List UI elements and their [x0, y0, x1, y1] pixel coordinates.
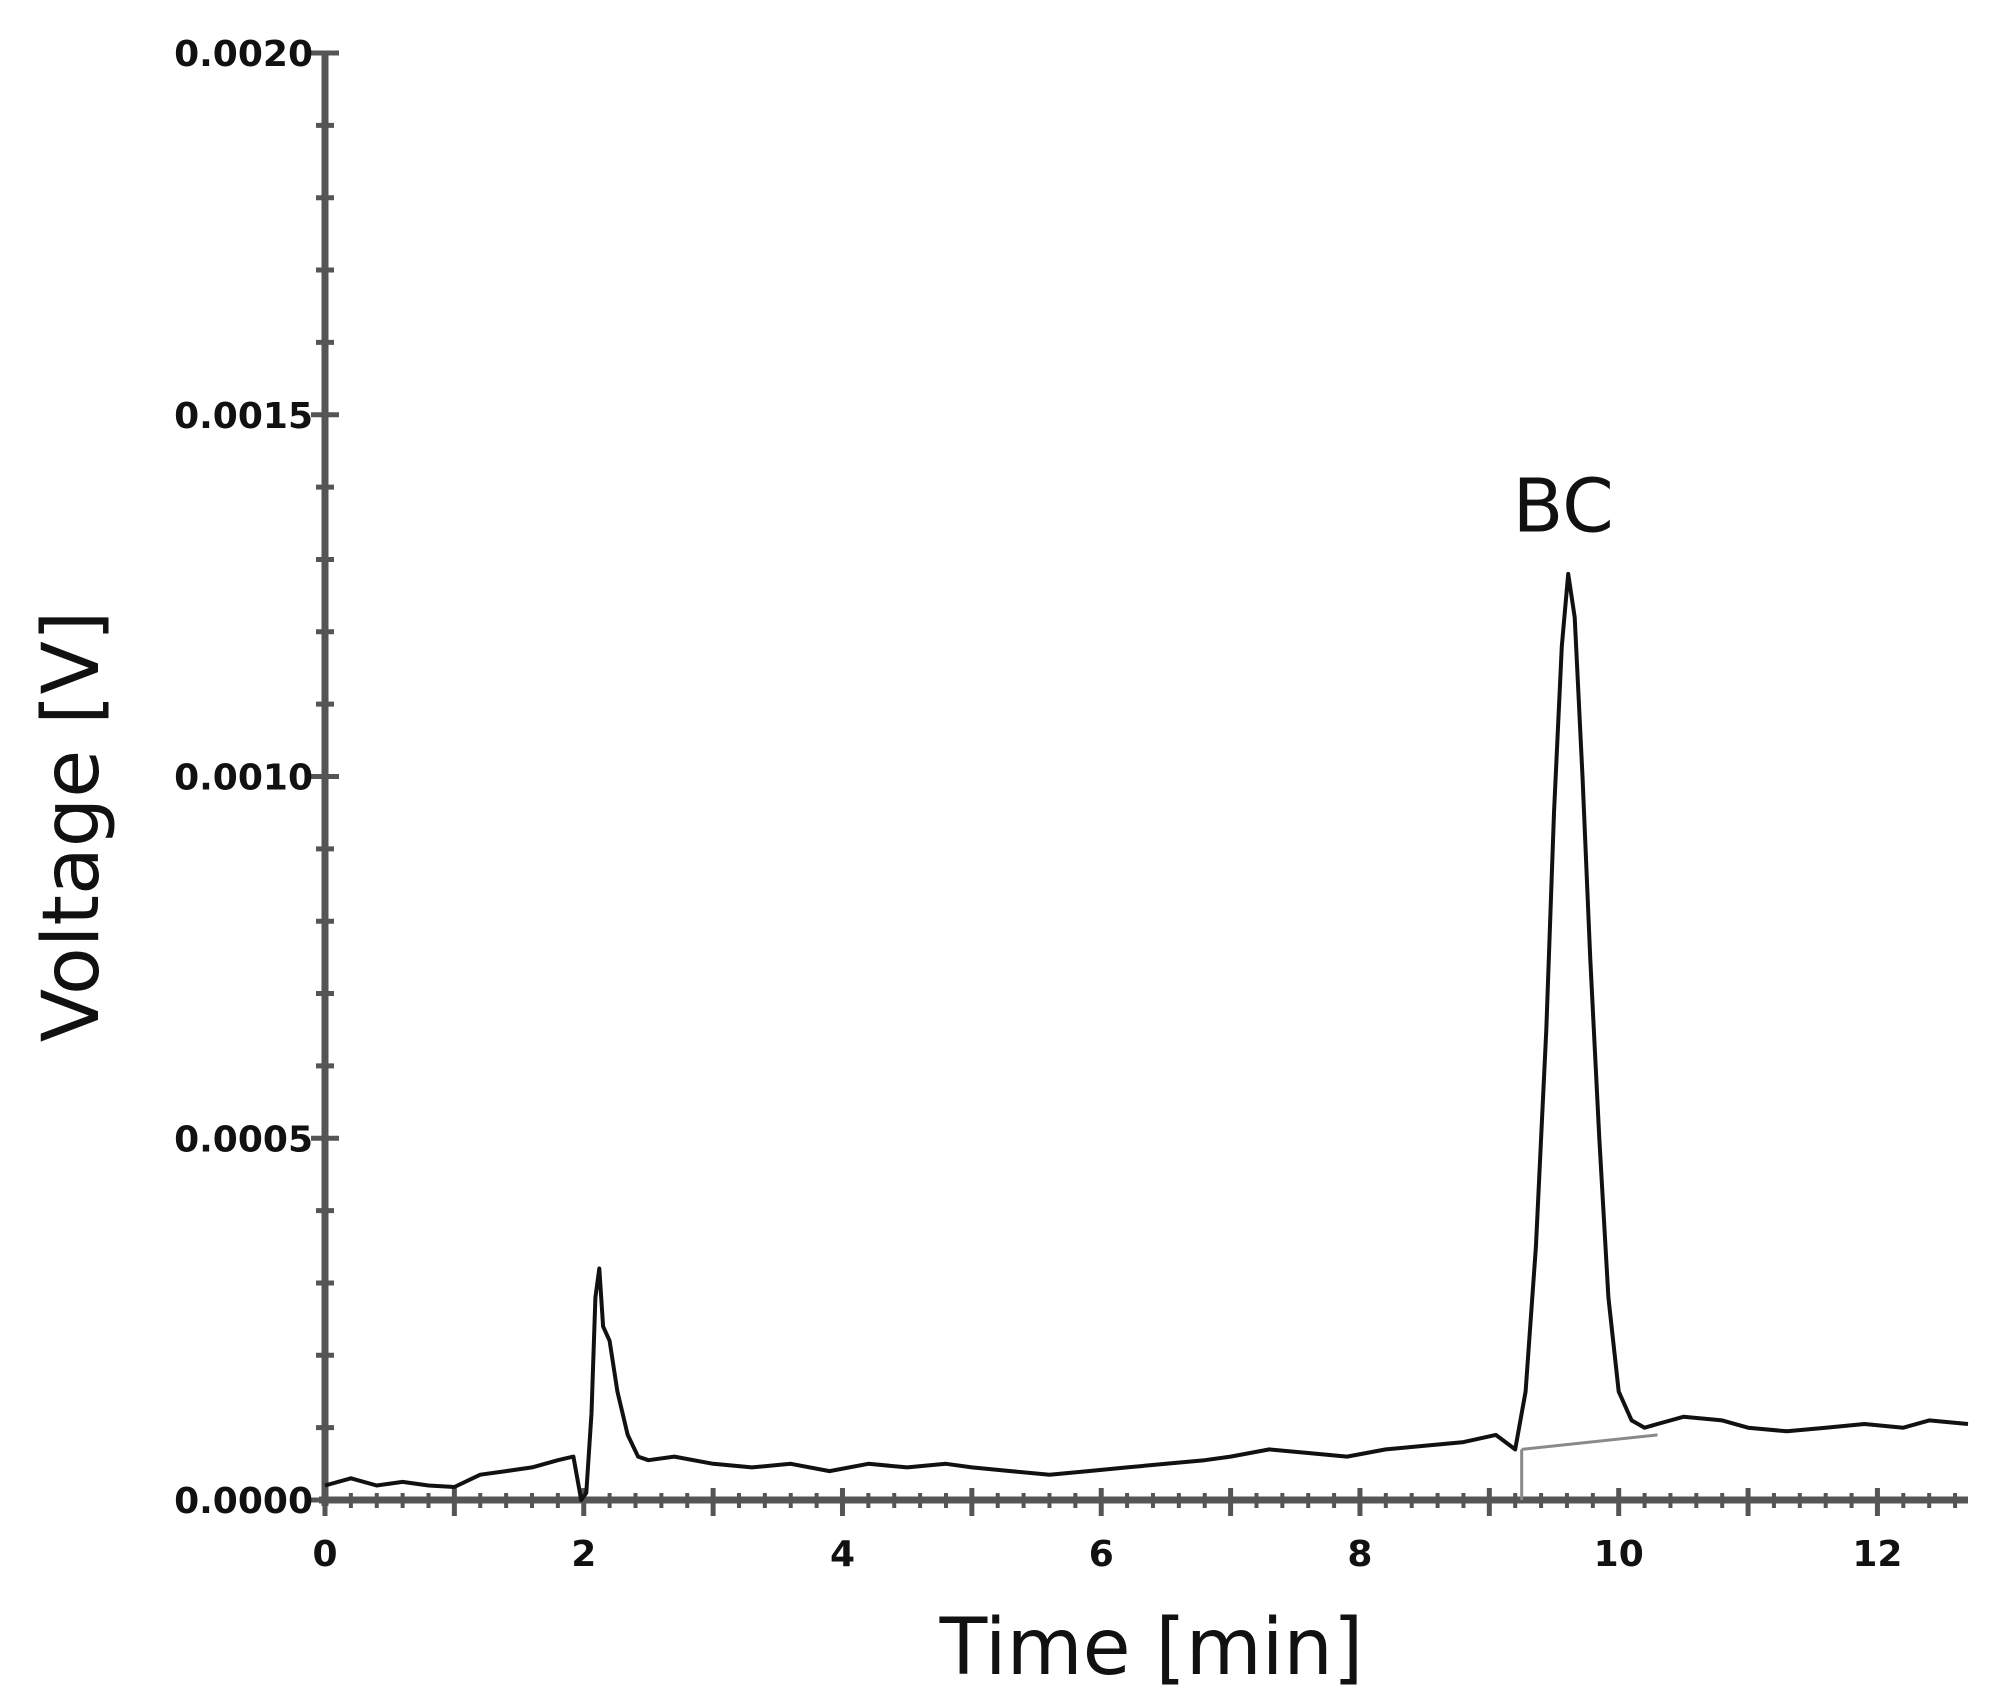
integration-baseline: [1521, 1433, 1658, 1451]
x-tick-label: 10: [1594, 1534, 1644, 1575]
x-tick-label: 2: [571, 1534, 596, 1575]
y-tick-label: 0.0010: [174, 758, 313, 799]
y-tick-label: 0.0000: [174, 1481, 313, 1522]
y-axis-tick-labels: 0.0000 0.0005 0.0010 0.0015 0.0020: [174, 34, 313, 1522]
x-tick-label: 0: [312, 1534, 337, 1575]
y-tick-label: 0.0005: [174, 1119, 313, 1160]
peak-annotations: BC: [1513, 464, 1614, 550]
x-tick-label: 4: [830, 1534, 855, 1575]
peak-integration-baseline: [1520, 1433, 1658, 1500]
y-axis-title: Voltage [V]: [27, 611, 117, 1043]
x-tick-label: 8: [1347, 1534, 1372, 1575]
x-tick-label: 6: [1089, 1534, 1114, 1575]
y-tick-label: 0.0020: [174, 34, 313, 75]
x-axis-title: Time [min]: [939, 1603, 1364, 1693]
series-lines: [324, 571, 1969, 1502]
x-axis-tick-labels: 0 2 4 6 8 10 12: [312, 1534, 1902, 1575]
peak-label-bc: BC: [1513, 464, 1614, 550]
x-tick-label: 12: [1852, 1534, 1902, 1575]
y-tick-label: 0.0015: [174, 396, 313, 437]
chromatogram-trace: [324, 571, 1969, 1502]
